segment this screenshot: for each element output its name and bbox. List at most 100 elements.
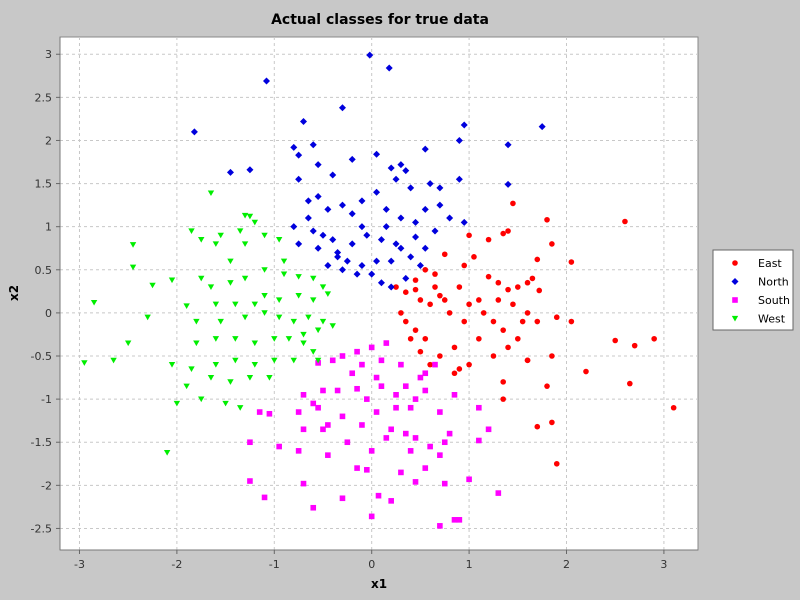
legend-label-west: West [758,313,786,326]
data-point-east [485,236,492,243]
data-point-west [207,374,215,381]
data-point-west [198,237,205,243]
data-point-east [524,357,531,364]
data-point-north [304,214,312,222]
data-point-west [295,274,302,280]
data-point-east [466,361,472,368]
data-point-east [553,460,560,467]
data-point-south [441,480,448,487]
data-point-north [421,205,429,213]
data-point-west [144,314,151,321]
data-point-south [315,404,321,411]
data-point-east [393,284,399,290]
data-point-north [309,141,317,149]
y-tick-label: 2 [45,134,52,147]
data-point-west [188,228,195,234]
data-point-south [344,439,351,446]
data-point-south [441,439,448,446]
data-point-south [320,426,326,433]
data-point-west [290,318,297,325]
data-point-east [402,289,409,296]
data-point-east [515,284,521,290]
series-east [393,200,677,467]
data-point-north [436,184,444,192]
data-point-north [373,150,381,158]
data-point-west [241,314,249,321]
data-point-east [536,287,543,294]
data-point-north [314,244,322,252]
data-point-north [407,184,415,192]
legend-box [712,249,794,331]
data-point-east [500,230,506,237]
data-point-north [504,141,512,149]
data-point-east [456,366,463,372]
data-point-west [261,267,268,273]
data-point-west [275,297,283,303]
x-tick-label: 0 [368,558,375,571]
data-point-west [246,213,254,220]
data-point-south [402,383,409,389]
data-point-east [412,286,419,293]
data-point-east [466,232,472,239]
data-point-west [251,219,259,226]
data-point-west [129,242,137,248]
data-point-north [324,205,332,213]
data-point-north [377,279,385,287]
data-point-south [485,426,492,433]
data-point-south [266,410,273,417]
data-point-south [368,344,375,351]
data-point-east [485,273,492,280]
data-point-east [437,353,443,359]
data-point-west [81,360,88,366]
x-axis-label: x1 [371,577,387,591]
data-point-west [319,284,327,291]
data-point-east [441,251,448,258]
data-point-east [417,297,424,303]
data-point-west [227,258,234,265]
data-point-north [377,236,385,244]
data-point-east [412,327,419,333]
data-point-north [373,188,381,196]
data-point-west [110,357,117,364]
data-point-east [495,279,502,286]
data-point-north [309,227,317,235]
data-point-south [295,448,302,454]
data-point-north [460,121,468,129]
data-point-south [378,357,385,364]
data-point-south [422,387,429,394]
y-tick-label: 3 [45,48,52,61]
data-points [81,51,677,529]
data-point-south [388,426,394,433]
data-point-east [500,379,506,385]
data-point-west [217,232,224,239]
data-point-east [427,361,433,368]
data-point-north [455,175,463,183]
y-tick-label: -2.5 [31,522,52,535]
data-point-east [446,310,453,316]
data-point-east [534,318,541,325]
data-point-east [568,318,575,325]
data-point-south [437,409,443,415]
data-point-south [437,523,443,529]
data-point-north [460,218,468,226]
data-point-south [422,465,429,471]
data-point-north [304,197,312,205]
data-point-east [480,310,487,316]
data-point-north [353,270,361,278]
data-point-west [241,212,249,219]
data-point-east [412,277,419,283]
data-point-north [314,193,322,201]
data-point-south [247,478,253,484]
data-point-south [398,469,404,476]
data-point-west [310,349,317,355]
data-point-north [319,231,327,239]
data-point-west [246,374,254,381]
legend-marker-north [731,278,739,285]
data-point-west [251,362,259,368]
data-point-west [212,241,220,247]
data-point-south [412,435,419,441]
series-west [81,190,336,456]
data-point-north [397,161,405,169]
data-point-north [397,214,405,222]
data-point-north [392,240,400,248]
